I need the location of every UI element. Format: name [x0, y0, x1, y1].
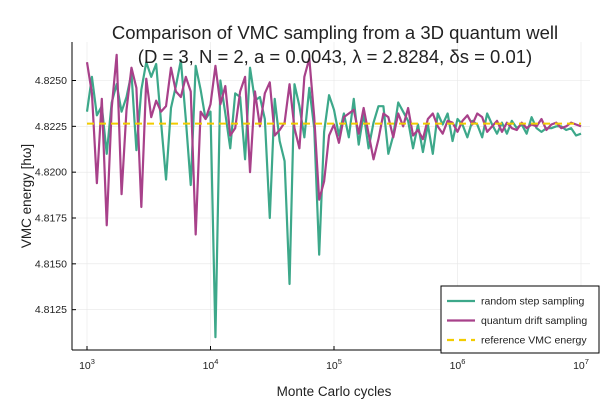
- legend-label: quantum drift sampling: [481, 315, 587, 327]
- y-tick-label: 4.8200: [35, 167, 67, 179]
- x-tick-label-exponent: 4: [214, 357, 218, 366]
- x-tick-label-exponent: 6: [461, 357, 465, 366]
- series-line-random-step-sampling: [85, 59, 582, 339]
- x-tick-label-base: 10: [79, 360, 91, 372]
- legend-items: random step sampling quantum drift sampli…: [447, 296, 587, 347]
- x-tick-label-base: 10: [450, 360, 462, 372]
- x-tick-label: 105: [326, 357, 342, 372]
- x-tick-label: 106: [450, 357, 466, 372]
- x-tick-label-base: 10: [573, 360, 585, 372]
- chart-subtitle: (D = 3, N = 2, a = 0.0043, λ = 2.8284, δ…: [138, 46, 532, 67]
- series-lines: [85, 53, 582, 339]
- y-tick-label: 4.8150: [35, 258, 67, 270]
- x-tick-label-exponent: 3: [91, 357, 95, 366]
- x-tick-label: 107: [573, 357, 589, 372]
- chart-title: Comparison of VMC sampling from a 3D qua…: [112, 22, 558, 43]
- x-tick-label-exponent: 7: [585, 357, 589, 366]
- x-axis-label: Monte Carlo cycles: [277, 384, 392, 399]
- y-axis-label: VMC energy [hω]: [19, 144, 34, 248]
- x-tick-label-exponent: 5: [338, 357, 342, 366]
- y-tick-label: 4.8250: [35, 75, 67, 87]
- legend: random step sampling quantum drift sampli…: [440, 285, 600, 354]
- x-tick-label-base: 10: [203, 360, 215, 372]
- legend-label: random step sampling: [481, 296, 584, 308]
- y-tick-label: 4.8225: [35, 121, 67, 133]
- legend-label: reference VMC energy: [481, 335, 587, 347]
- x-tick-label: 104: [203, 357, 219, 372]
- x-tick-label: 103: [79, 357, 95, 372]
- x-tick-label-base: 10: [326, 360, 338, 372]
- y-tick-label: 4.8125: [35, 304, 67, 316]
- y-tick-label: 4.8175: [35, 213, 67, 225]
